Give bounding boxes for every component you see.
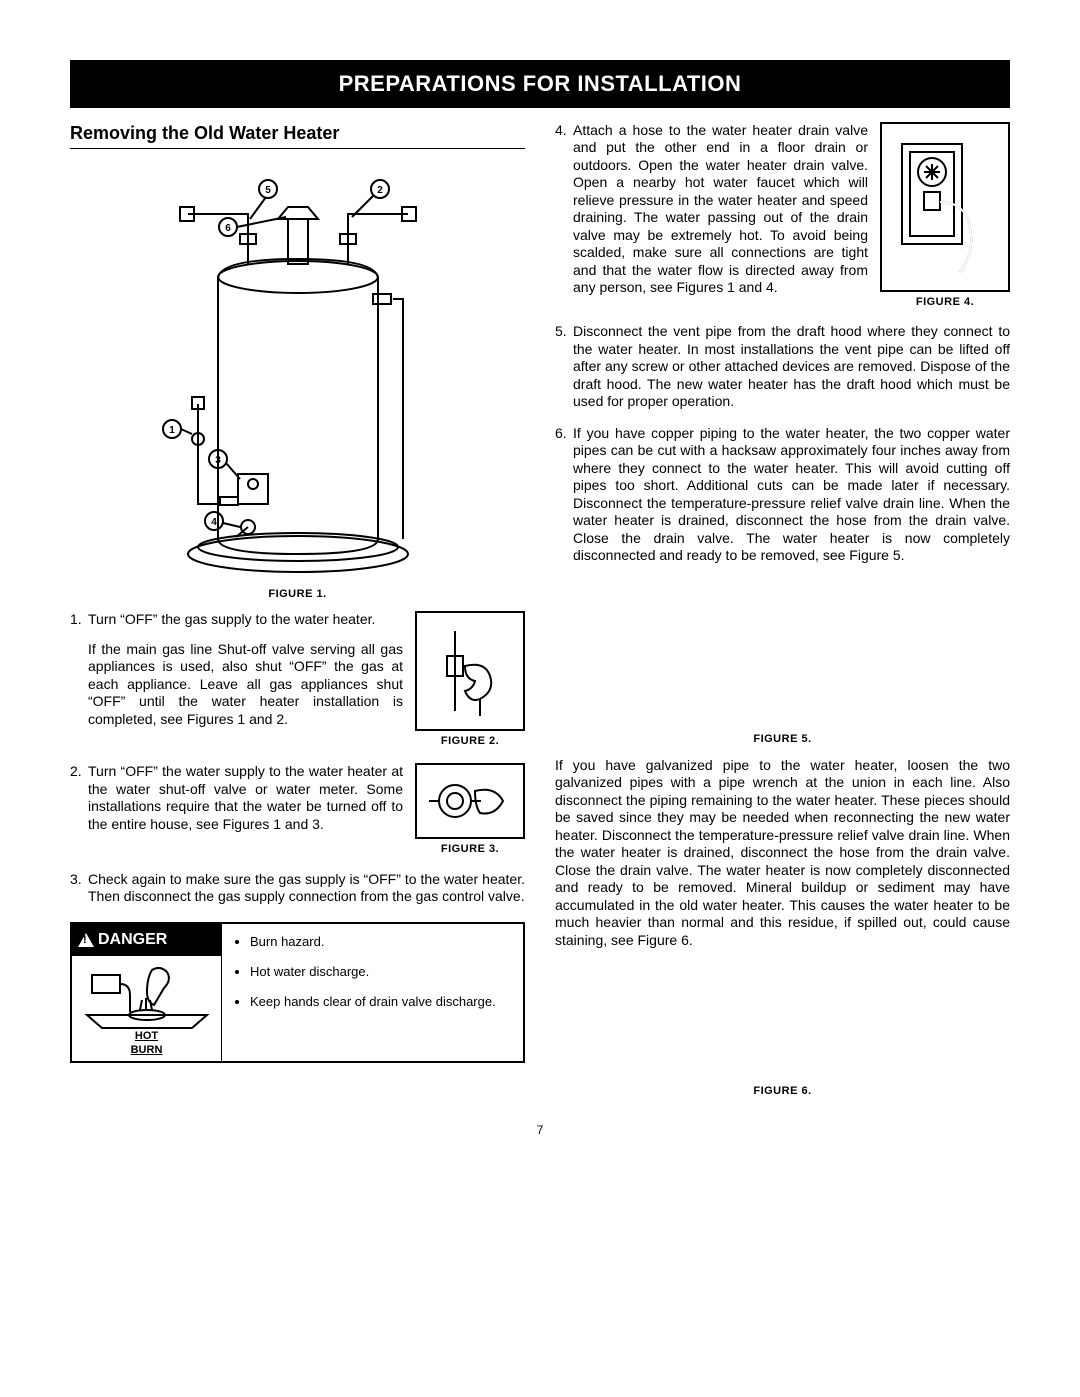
step-number: 4.: [555, 122, 573, 297]
section-banner: PREPARATIONS FOR INSTALLATION: [70, 60, 1010, 108]
galvanized-paragraph: If you have galvanized pipe to the water…: [555, 757, 1010, 950]
step-number: 6.: [555, 425, 573, 565]
figure-6-label: FIGURE 6.: [555, 1085, 1010, 1099]
svg-text:3: 3: [215, 455, 221, 466]
figure-3: [415, 763, 525, 839]
danger-bullet: Keep hands clear of drain valve discharg…: [250, 994, 511, 1010]
step-4-text: Attach a hose to the water heater drain …: [573, 122, 868, 297]
svg-text:2: 2: [377, 185, 383, 196]
danger-bullet: Hot water discharge.: [250, 964, 511, 980]
warning-triangle-icon: [78, 933, 94, 947]
danger-bullets: Burn hazard. Hot water discharge. Keep h…: [222, 924, 523, 1062]
step-1-text-a: Turn “OFF” the gas supply to the water h…: [88, 611, 403, 629]
left-column: Removing the Old Water Heater: [70, 122, 525, 1099]
danger-bullet: Burn hazard.: [250, 934, 511, 950]
danger-illustration: HOT BURN: [72, 956, 221, 1062]
danger-warning-box: DANGER HOT BURN: [70, 922, 525, 1064]
right-column: 4. Attach a hose to the water heater dra…: [555, 122, 1010, 1099]
two-column-layout: Removing the Old Water Heater: [70, 122, 1010, 1099]
figure-3-label: FIGURE 3.: [415, 843, 525, 857]
figure-2-label: FIGURE 2.: [415, 735, 525, 749]
step-number: 3.: [70, 871, 88, 906]
figure-1: 5 2 6 1 3 4: [70, 159, 525, 601]
step-3-text: Check again to make sure the gas supply …: [88, 871, 525, 906]
figure-2: [415, 611, 525, 731]
svg-text:5: 5: [265, 185, 271, 196]
page-number: 7: [70, 1123, 1010, 1138]
subheading: Removing the Old Water Heater: [70, 122, 525, 150]
figure-5: [555, 579, 1010, 729]
step-number: 1.: [70, 611, 88, 728]
svg-text:1: 1: [169, 425, 175, 436]
step-6-text: If you have copper piping to the water h…: [573, 425, 1010, 565]
step-number: 5.: [555, 323, 573, 411]
step-number: 2.: [70, 763, 88, 833]
figure-4-label: FIGURE 4.: [880, 296, 1010, 310]
burn-label: BURN: [131, 1044, 163, 1056]
figure-5-label: FIGURE 5.: [555, 733, 1010, 747]
danger-label: DANGER: [72, 924, 221, 956]
svg-text:4: 4: [211, 517, 217, 528]
figure-4: [880, 122, 1010, 292]
figure-1-label: FIGURE 1.: [70, 588, 525, 602]
step-5-text: Disconnect the vent pipe from the draft …: [573, 323, 1010, 411]
water-heater-diagram: 5 2 6 1 3 4: [148, 159, 448, 579]
danger-label-text: DANGER: [98, 930, 167, 950]
figure-6: [555, 961, 1010, 1081]
svg-text:6: 6: [225, 223, 231, 234]
hot-label: HOT: [135, 1030, 158, 1044]
step-2-text: Turn “OFF” the water supply to the water…: [88, 763, 403, 833]
step-1-text-b: If the main gas line Shut-off valve serv…: [88, 641, 403, 729]
